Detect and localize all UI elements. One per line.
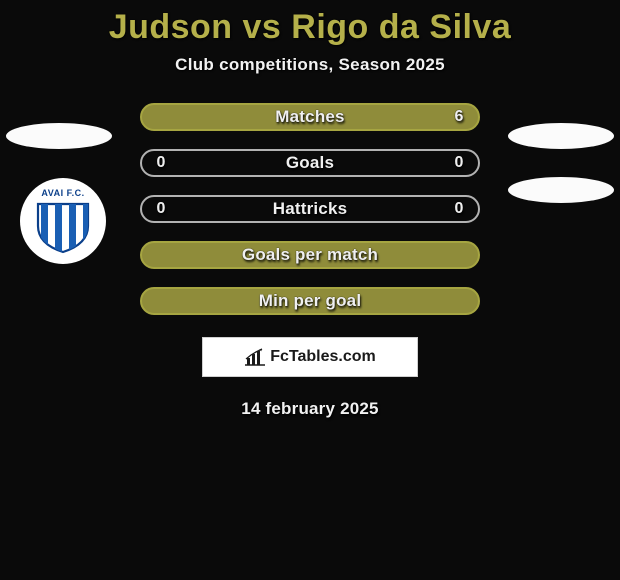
stat-label: Goals per match	[142, 245, 478, 265]
brand-text: FcTables.com	[270, 348, 376, 366]
club-badge-name: AVAI F.C.	[28, 188, 98, 198]
player-photo-left-placeholder	[6, 123, 112, 149]
player-photo-right-placeholder-1	[508, 123, 614, 149]
subtitle: Club competitions, Season 2025	[0, 55, 620, 75]
page-title: Judson vs Rigo da Silva	[0, 8, 620, 47]
stat-label: Matches	[142, 107, 478, 127]
stat-label: Min per goal	[142, 291, 478, 311]
stat-row: Matches6	[140, 103, 480, 131]
date-text: 14 february 2025	[0, 399, 620, 419]
stat-value-right: 0	[452, 154, 466, 172]
stat-value-left: 0	[154, 200, 168, 218]
comparison-card: Judson vs Rigo da Silva Club competition…	[0, 0, 620, 580]
player-photo-right-placeholder-2	[508, 177, 614, 203]
stat-row: 0Hattricks0	[140, 195, 480, 223]
stat-value-right: 0	[452, 200, 466, 218]
stat-row: Min per goal	[140, 287, 480, 315]
stat-value-right: 6	[452, 108, 466, 126]
stat-label: Hattricks	[142, 199, 478, 219]
stat-label: Goals	[142, 153, 478, 173]
club-badge-left: AVAI F.C.	[20, 178, 106, 264]
stat-row: 0Goals0	[140, 149, 480, 177]
brand-card[interactable]: FcTables.com	[202, 337, 418, 377]
stat-row: Goals per match	[140, 241, 480, 269]
stat-rows: Matches60Goals00Hattricks0Goals per matc…	[140, 103, 480, 315]
bar-chart-icon	[244, 348, 266, 366]
stat-value-left: 0	[154, 154, 168, 172]
